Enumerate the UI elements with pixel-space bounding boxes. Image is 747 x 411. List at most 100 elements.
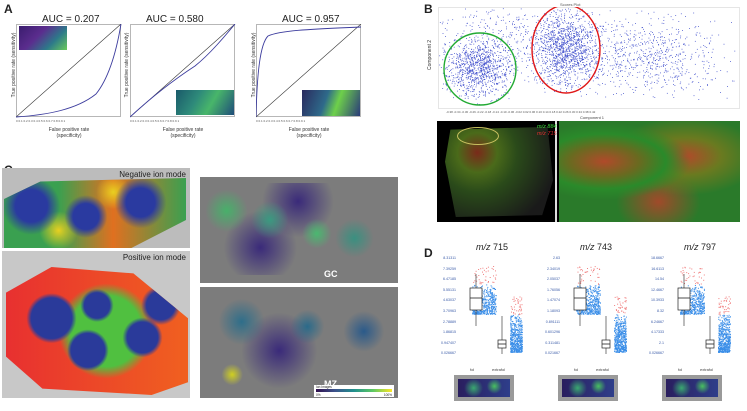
boxplot-point — [510, 316, 512, 318]
boxplot-point — [585, 286, 587, 288]
boxplot-point — [589, 302, 591, 304]
scatter-point — [644, 56, 646, 57]
scatter-point — [502, 58, 504, 60]
scatter-point — [588, 70, 589, 72]
scatter-point — [585, 65, 586, 67]
scatter-point — [542, 63, 544, 64]
scatter-point — [577, 62, 579, 63]
scatter-point — [542, 83, 544, 84]
boxplot-point — [477, 312, 479, 314]
scatter-point — [496, 74, 498, 76]
scatter-point — [582, 50, 584, 51]
scatter-point — [534, 46, 535, 48]
boxplot-point — [515, 339, 517, 341]
scatter-point — [548, 24, 549, 26]
boxplot-point — [514, 316, 516, 318]
boxplot-point — [481, 286, 483, 288]
boxplot-point — [588, 292, 589, 294]
scatter-point — [581, 40, 582, 42]
scatter-point — [670, 68, 671, 70]
scatter-point — [599, 68, 601, 70]
scatter-point — [580, 64, 582, 66]
scatter-point — [594, 63, 596, 65]
boxplot-point — [596, 310, 598, 312]
scatter-point — [469, 67, 470, 69]
scatter-point — [709, 65, 710, 67]
boxplot-point — [521, 350, 523, 351]
boxplot-point — [517, 339, 519, 341]
scatter-point — [480, 41, 482, 43]
boxplot-point — [580, 287, 582, 289]
scatter-point — [550, 70, 552, 72]
scatter-point — [495, 76, 496, 78]
scatter-point — [711, 51, 713, 53]
scatter-point — [628, 38, 629, 40]
boxplot-point — [510, 348, 512, 350]
scatter-point — [595, 42, 597, 44]
scatter-point — [461, 78, 462, 80]
boxplot-point — [597, 312, 599, 314]
scatter-point — [493, 73, 495, 75]
scatter-point — [570, 17, 572, 19]
scatter-point — [469, 71, 471, 72]
scatter-point — [496, 72, 498, 74]
boxplot-outlier — [512, 298, 514, 300]
scatter-point — [549, 32, 551, 34]
scatter-point — [574, 55, 575, 57]
scatter-point — [720, 92, 721, 93]
boxplot-point — [598, 285, 600, 287]
scatter-point — [633, 67, 635, 68]
boxplot-point — [483, 299, 485, 301]
scatter-point — [592, 13, 593, 15]
scatter-point — [472, 85, 474, 87]
scatter-point — [665, 65, 666, 66]
scatter-point — [579, 69, 580, 70]
scatter-point — [594, 45, 596, 47]
scatter-point — [470, 59, 472, 61]
scatter-point — [485, 92, 486, 93]
scatter-point — [604, 83, 606, 85]
scatter-point — [488, 71, 490, 73]
scatter-point — [590, 40, 592, 42]
mz-tissue — [204, 293, 392, 389]
scatter-point — [560, 51, 562, 53]
boxplot-point — [595, 307, 597, 309]
scatter-point — [510, 71, 511, 72]
scatter-point — [541, 72, 543, 74]
scatter-point — [467, 62, 468, 64]
scatter-point — [561, 37, 563, 38]
scatter-point — [549, 49, 550, 50]
scatter-point — [468, 48, 470, 49]
scatter-point — [591, 37, 592, 39]
boxplot-point — [598, 293, 600, 295]
scatter-point — [485, 55, 487, 57]
scatter-point — [601, 71, 602, 72]
scatter-point — [507, 42, 509, 44]
positive-tissue — [6, 267, 188, 395]
scatter-point — [476, 64, 478, 66]
scatter-point — [458, 79, 460, 80]
scatter-point — [592, 39, 593, 41]
scatter-point — [476, 73, 478, 75]
scatter-point — [461, 69, 462, 71]
scatter-point — [587, 68, 589, 70]
boxplot-outlier — [495, 270, 496, 272]
scatter-point — [653, 63, 655, 64]
scatter-point — [498, 59, 500, 61]
boxplot-point — [518, 351, 520, 353]
panel-letter-d: D — [424, 246, 433, 260]
scatter-point — [571, 22, 573, 23]
scatter-point — [558, 71, 560, 72]
scatter-point — [575, 43, 577, 44]
scatter-point — [460, 43, 462, 44]
scatter-point — [573, 43, 575, 45]
scatter-point — [590, 48, 592, 49]
scatter-point — [576, 44, 577, 45]
scatter-point — [568, 74, 569, 76]
scatter-point — [657, 80, 659, 82]
boxplot-point — [593, 288, 595, 290]
boxplot-outlier — [593, 270, 594, 271]
boxplot-outlier — [518, 310, 520, 312]
boxplot-point — [483, 291, 485, 293]
scatter-point — [501, 94, 502, 96]
